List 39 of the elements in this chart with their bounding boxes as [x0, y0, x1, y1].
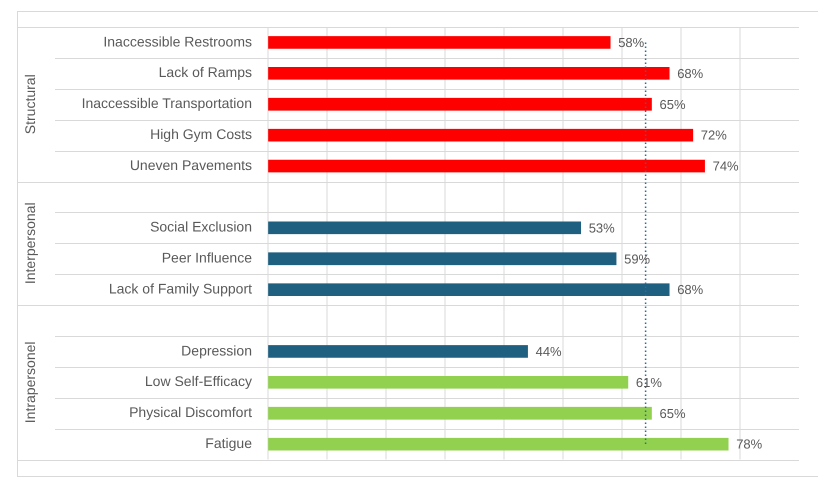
- bar: [268, 160, 705, 172]
- y-tick-label: Lack of Family Support: [108, 280, 252, 297]
- bar: [268, 283, 670, 296]
- y-tick-label: Inaccessible Restrooms: [103, 33, 252, 50]
- bar: [268, 438, 729, 450]
- data-label: 72%: [700, 128, 728, 143]
- y-tick-label: Lack of Ramps: [158, 64, 252, 80]
- text: Intrapersonel: [22, 341, 38, 424]
- data-label: 68%: [677, 282, 704, 298]
- data-label: 68%: [677, 66, 704, 81]
- y-tick-label: Physical Discomfort: [129, 404, 252, 420]
- data-label: 65%: [660, 406, 686, 421]
- data-label: 53%: [588, 220, 616, 236]
- data-label: 61%: [636, 374, 662, 390]
- data-label: 58%: [618, 35, 645, 50]
- bar: [268, 222, 582, 234]
- y-tick-label: Inaccessible Transportation: [82, 95, 252, 112]
- data-label: 78%: [736, 436, 763, 452]
- y-tick-label: Fatigue: [205, 435, 252, 452]
- bar: [268, 345, 528, 358]
- y-tick-label: Peer Influence: [162, 250, 252, 266]
- y-tick-label: Depression: [181, 342, 252, 358]
- bar: [268, 36, 611, 49]
- data-label: 59%: [624, 251, 651, 266]
- data-label: 44%: [536, 344, 562, 360]
- text: Structural: [22, 74, 38, 134]
- y-tick-label: Social Exclusion: [150, 218, 252, 235]
- data-label: 65%: [660, 96, 686, 112]
- data-label: 74%: [712, 158, 740, 174]
- text: Interpersonal: [22, 202, 38, 284]
- bar: [268, 67, 670, 80]
- bar: [268, 406, 652, 420]
- bar: [268, 98, 652, 111]
- y-tick-label: Uneven Pavements: [130, 156, 252, 173]
- y-tick-label: High Gym Costs: [150, 126, 252, 142]
- bar: [268, 252, 616, 266]
- y-tick-label: Low Self-Efficacy: [144, 373, 252, 390]
- bar: [268, 376, 628, 389]
- bar: [268, 128, 694, 142]
